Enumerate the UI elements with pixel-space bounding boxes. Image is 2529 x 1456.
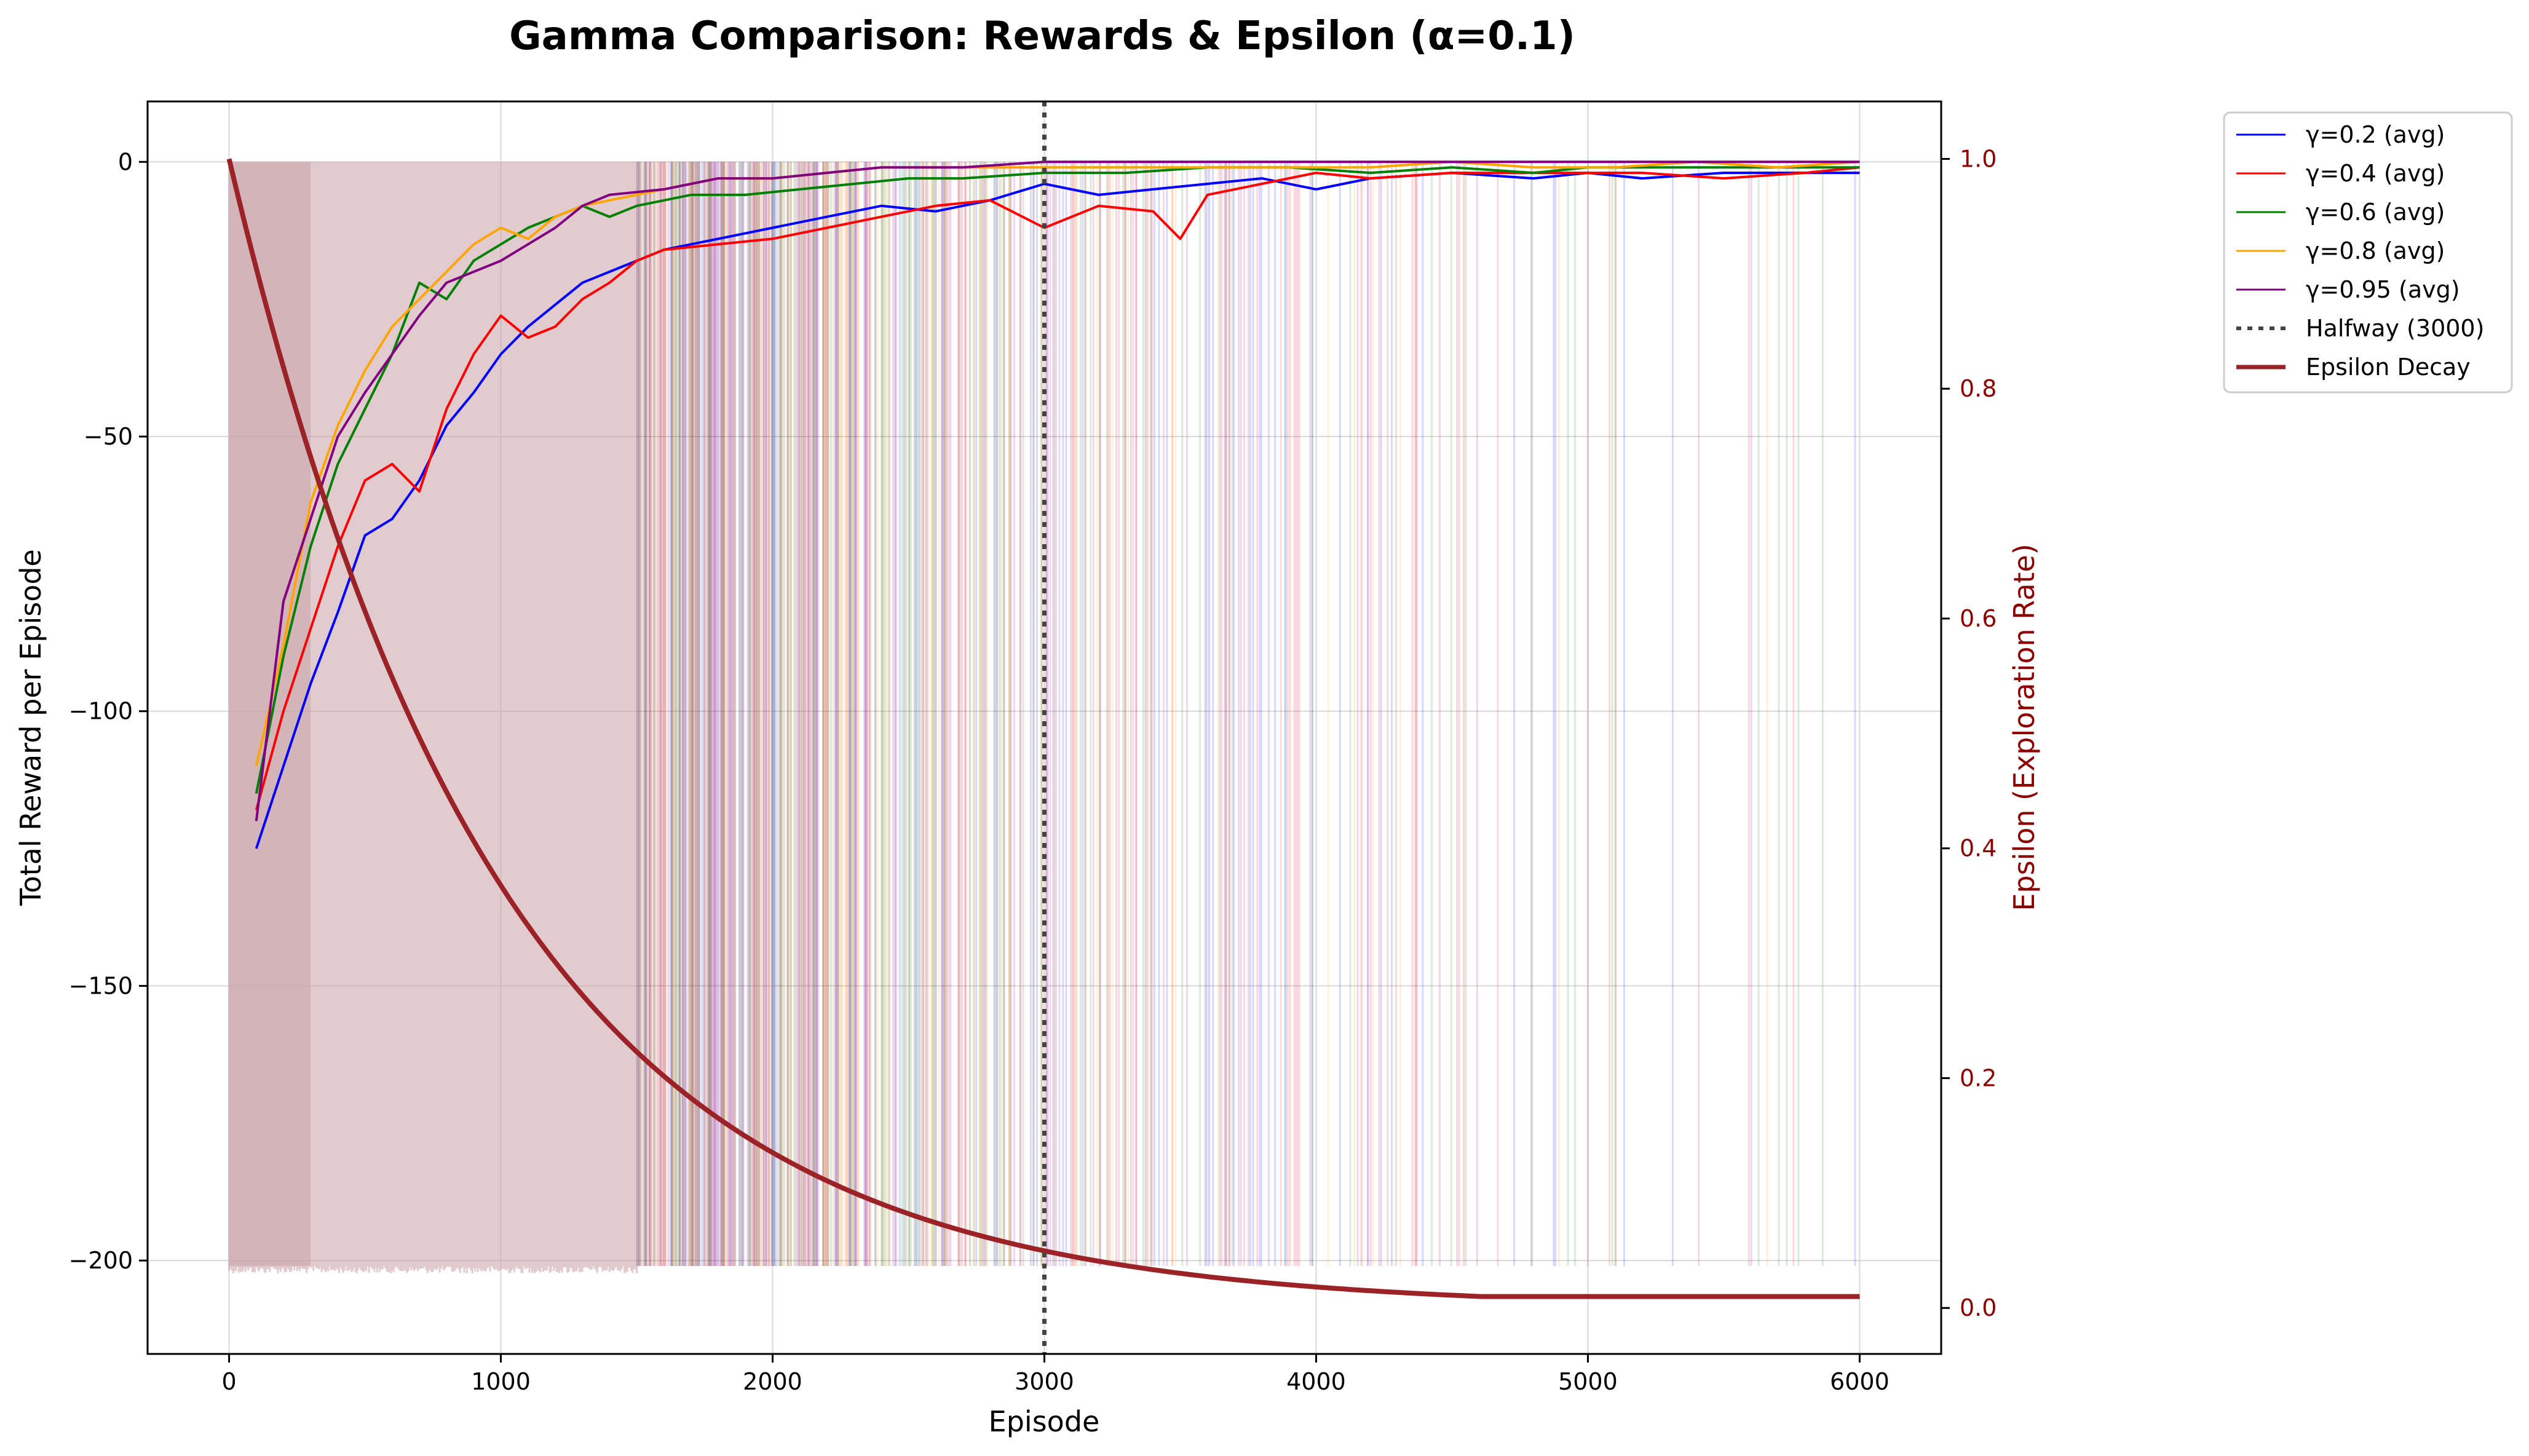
legend-box: [2223, 111, 2513, 394]
raw-spikes-2: [636, 162, 1824, 1267]
y-axis-label: Total Reward per Episode: [14, 549, 47, 906]
x-tick-label-6: 6000: [1830, 1368, 1890, 1395]
legend-label-6: Epsilon Decay: [2306, 354, 2471, 381]
chart-title: Gamma Comparison: Rewards & Epsilon (α=0…: [509, 14, 1575, 59]
y2-tick-label-4: 0.2: [1960, 1064, 1997, 1091]
y-tick-label-2: −100: [69, 698, 133, 725]
raw-spikes-4: [636, 162, 1752, 1267]
legend-label-1: γ=0.4 (avg): [2306, 160, 2445, 187]
x-tick-label-0: 0: [221, 1368, 236, 1395]
y-tick-label-3: −150: [69, 972, 133, 999]
epsilon-layer: [226, 158, 1860, 1299]
y2-tick-label-2: 0.6: [1960, 605, 1997, 632]
series-line-2: [255, 166, 1860, 794]
y2-axis-ticks: 1.0 0.8 0.6 0.4 0.2 0.0: [1941, 145, 1997, 1321]
y2-tick-label-5: 0.0: [1960, 1294, 1997, 1321]
y-tick-label-1: −50: [84, 423, 133, 450]
raw-spikes-3: [639, 162, 1768, 1267]
y-tick-label-4: −200: [69, 1247, 133, 1274]
y2-axis-label: Epsilon (Exploration Rate): [2008, 544, 2041, 911]
legend: γ=0.2 (avg) γ=0.4 (avg) γ=0.6 (avg) γ=0.8 (…: [2223, 111, 2513, 394]
series-line-1: [255, 166, 1860, 811]
legend-label-5: Halfway (3000): [2306, 315, 2484, 342]
legend-label-2: γ=0.6 (avg): [2306, 199, 2445, 226]
x-tick-label-1: 1000: [471, 1368, 531, 1395]
y-tick-label-0: 0: [118, 148, 133, 175]
epsilon-line: [226, 158, 1860, 1299]
x-axis-label: Episode: [989, 1405, 1100, 1438]
x-tick-label-5: 5000: [1558, 1368, 1618, 1395]
raw-spikes-1: [638, 162, 1795, 1267]
legend-label-4: γ=0.95 (avg): [2306, 276, 2460, 303]
y2-tick-label-1: 0.8: [1960, 375, 1997, 402]
x-axis-ticks: 0 1000 2000 3000 4000 5000 6000: [221, 1354, 1890, 1395]
x-tick-label-3: 3000: [1015, 1368, 1074, 1395]
series-line-4: [255, 160, 1860, 821]
series-lines: [255, 160, 1860, 849]
x-tick-label-2: 2000: [743, 1368, 802, 1395]
y2-tick-label-0: 1.0: [1960, 145, 1997, 172]
raw-spikes-0: [638, 162, 1856, 1267]
legend-label-3: γ=0.8 (avg): [2306, 237, 2445, 264]
y-axis-ticks: 0 −50 −100 −150 −200: [69, 148, 148, 1274]
y2-tick-label-3: 0.4: [1960, 835, 1997, 862]
legend-label-0: γ=0.2 (avg): [2306, 121, 2445, 148]
x-tick-label-4: 4000: [1286, 1368, 1346, 1395]
